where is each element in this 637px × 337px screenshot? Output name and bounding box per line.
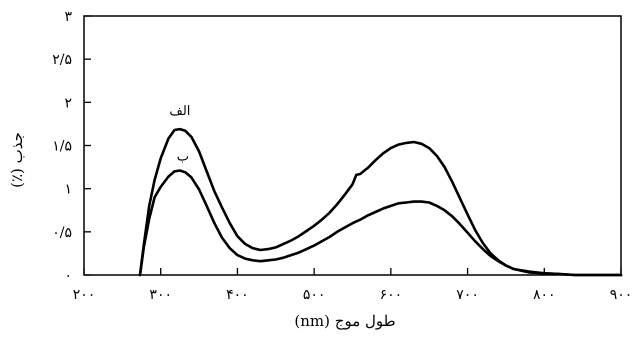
series-label-1: الف bbox=[169, 104, 190, 119]
y-tick-label: ۳ bbox=[64, 9, 72, 25]
x-tick-label: ۳۰۰ bbox=[149, 287, 172, 303]
y-tick-label: ۰/۵ bbox=[52, 225, 72, 241]
x-tick-label: ۵۰۰ bbox=[303, 287, 326, 303]
series-lines bbox=[138, 127, 623, 277]
series-line-1 bbox=[138, 127, 623, 277]
series-labels: الف ب bbox=[169, 104, 190, 164]
x-tick-label: ۴۰۰ bbox=[226, 287, 249, 303]
y-tick-label: ۲ bbox=[64, 95, 72, 111]
x-axis-title: طول موج (nm) bbox=[294, 312, 395, 330]
y-tick-label: ۲/۵ bbox=[52, 52, 72, 68]
x-tick-label: ۲۰۰ bbox=[73, 287, 96, 303]
y-axis-title: جذب (٪) bbox=[8, 132, 26, 188]
x-tick-label: ۹۰۰ bbox=[610, 287, 633, 303]
y-axis: ۰ ۰/۵ ۱ ۱/۵ ۲ ۲/۵ ۳ bbox=[52, 9, 91, 284]
y-tick-label: ۱ bbox=[64, 182, 72, 198]
series-line-2 bbox=[138, 169, 623, 277]
x-tick-label: ۸۰۰ bbox=[533, 287, 556, 303]
y-tick-label: ۰ bbox=[64, 268, 72, 284]
x-tick-label: ۶۰۰ bbox=[380, 287, 403, 303]
y-tick-label: ۱/۵ bbox=[52, 139, 72, 155]
x-tick-label: ۷۰۰ bbox=[456, 287, 479, 303]
series-label-2: ب bbox=[177, 150, 189, 165]
x-axis: ۲۰۰ ۳۰۰ ۴۰۰ ۵۰۰ ۶۰۰ ۷۰۰ ۸۰۰ ۹۰۰ bbox=[73, 268, 633, 303]
